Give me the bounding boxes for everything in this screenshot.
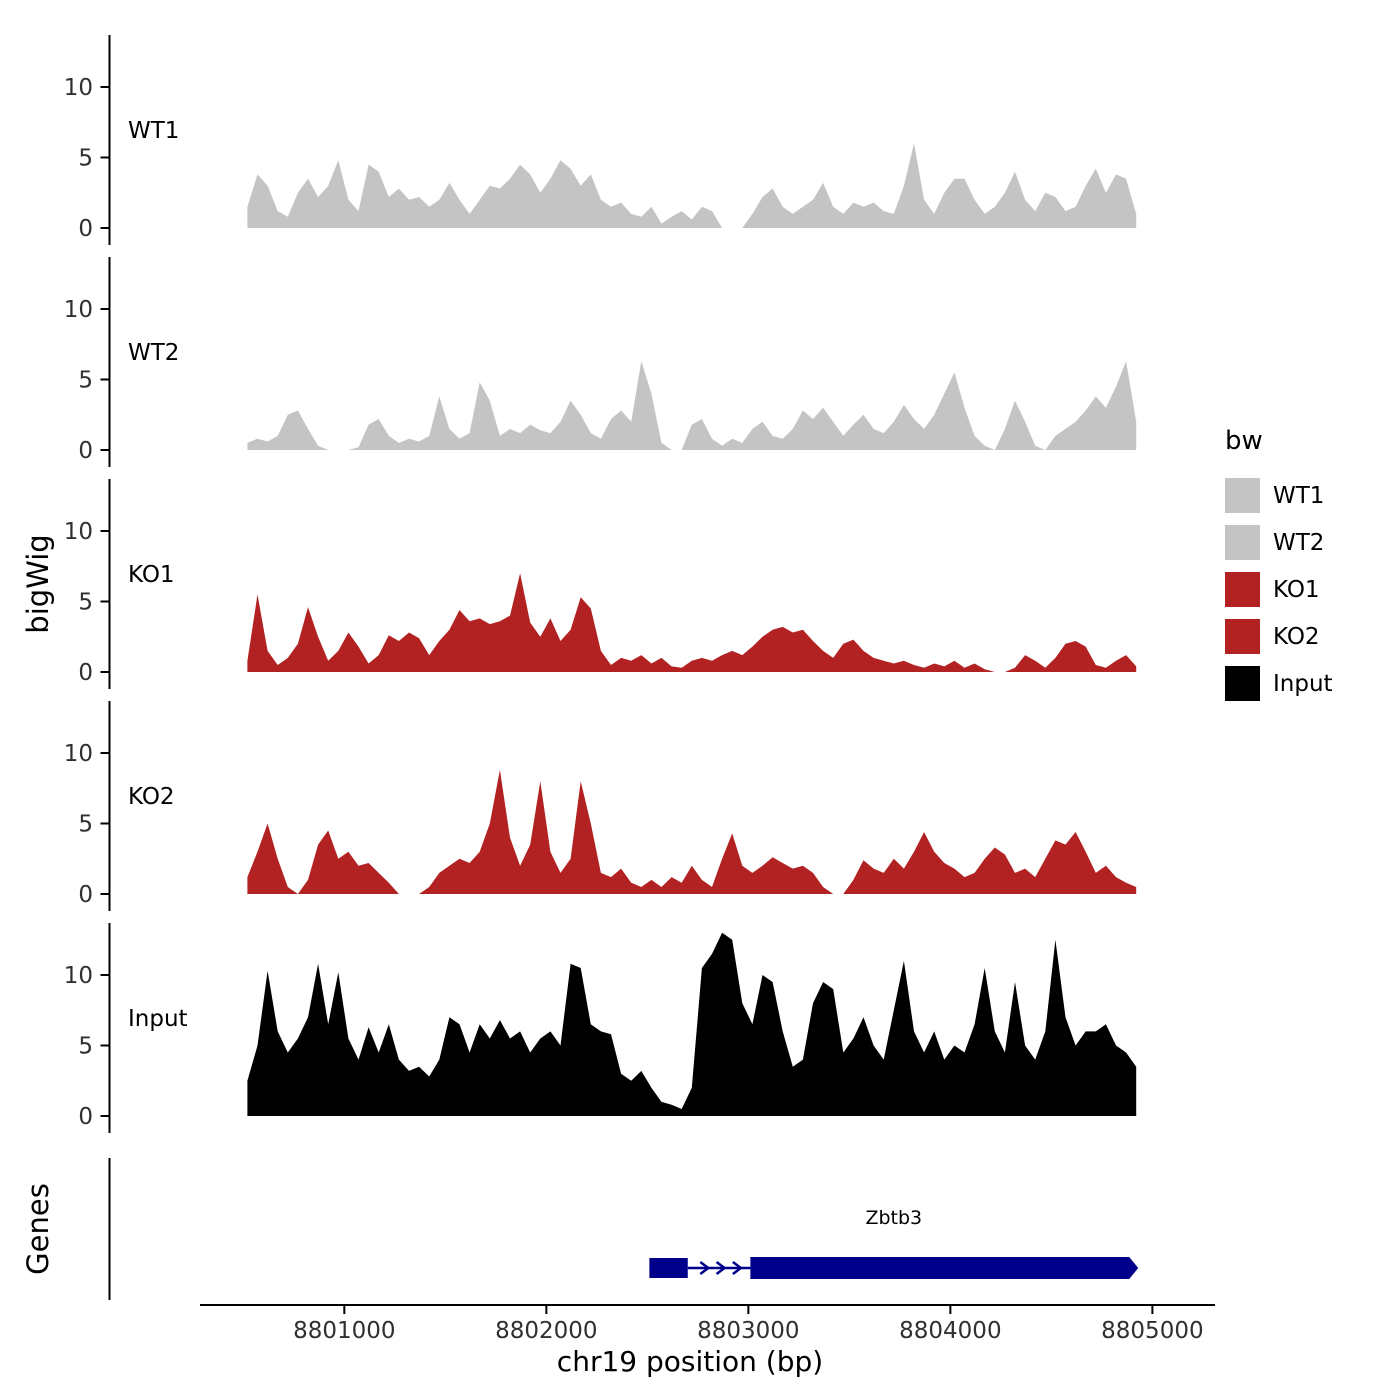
legend-entry-KO1: KO1 (1225, 566, 1395, 613)
genes-panel: Zbtb3 (108, 1158, 1139, 1300)
signal-panel-KO1: 0 5 10 KO1 (64, 479, 1137, 689)
gene-exon (649, 1258, 688, 1278)
gene-intron-line (687, 1266, 751, 1270)
y-axis-line (108, 923, 111, 1133)
y-tick-label: 10 (64, 75, 93, 101)
x-tick (1151, 1306, 1154, 1314)
legend-label: WT1 (1273, 482, 1325, 509)
track-label-WT1: WT1 (128, 118, 179, 144)
legend-entry-KO2: KO2 (1225, 613, 1395, 660)
y-tick-label: 5 (78, 146, 93, 172)
track-label-WT2: WT2 (128, 340, 179, 366)
y-tick-label: 0 (78, 216, 93, 242)
y-tick-label: 0 (78, 660, 93, 686)
y-tick-label: 10 (64, 519, 93, 545)
track-area-KO1 (247, 573, 1137, 672)
y-tick (100, 86, 109, 88)
y-tick-label: 0 (78, 1104, 93, 1130)
legend-entry-WT1: WT1 (1225, 472, 1395, 519)
gene-exon (750, 1257, 1139, 1279)
track-label-KO1: KO1 (128, 562, 175, 588)
signal-panel-WT1: 0 5 10 WT1 (64, 35, 1137, 245)
genes-axis-title: Genes (21, 1183, 55, 1275)
legend-label: KO2 (1273, 623, 1320, 650)
legend-label: Input (1273, 670, 1333, 697)
y-tick (100, 1044, 109, 1047)
x-tick-label: 8801000 (293, 1318, 395, 1344)
x-tick (343, 1306, 346, 1314)
y-tick-label: 5 (78, 590, 93, 616)
signal-panel-Input: 0 5 10 Input (64, 923, 1137, 1133)
x-axis-line (200, 1304, 1215, 1306)
track-area-WT2 (247, 361, 1137, 450)
y-tick-label: 10 (64, 297, 93, 323)
legend-swatch (1225, 525, 1260, 560)
legend-swatch (1225, 572, 1260, 607)
y-tick-label: 5 (78, 1034, 93, 1060)
track-label-KO2: KO2 (128, 784, 175, 810)
track-area-Input (247, 932, 1137, 1116)
y-tick (100, 1115, 109, 1117)
y-tick-label: 0 (78, 438, 93, 464)
legend-swatch (1225, 478, 1260, 513)
x-tick (545, 1306, 548, 1314)
y-axis-line (108, 701, 111, 911)
x-tick-label: 8805000 (1101, 1318, 1203, 1344)
x-axis-title: chr19 position (bp) (556, 1345, 824, 1378)
x-tick (949, 1306, 952, 1314)
y-tick (100, 822, 109, 825)
y-tick (100, 449, 109, 451)
track-label-Input: Input (128, 1006, 188, 1032)
y-tick-label: 10 (64, 963, 93, 989)
gene-name-label: Zbtb3 (865, 1207, 922, 1229)
legend-label: WT2 (1273, 529, 1325, 556)
legend-entries: WT1 WT2 KO1 KO2 Input (1225, 472, 1395, 707)
y-tick (100, 752, 109, 754)
legend-swatch (1225, 619, 1260, 654)
legend-entry-WT2: WT2 (1225, 519, 1395, 566)
strand-arrow (715, 1261, 727, 1275)
y-tick-label: 0 (78, 882, 93, 908)
x-tick-label: 8802000 (495, 1318, 597, 1344)
legend-label: KO1 (1273, 576, 1320, 603)
y-tick-label: 5 (78, 812, 93, 838)
legend: bw WT1 WT2 KO1 KO2 Input (1225, 426, 1395, 707)
signal-panel-WT2: 0 5 10 WT2 (64, 257, 1137, 467)
y-axis-line (108, 479, 111, 689)
y-tick (100, 530, 109, 532)
track-area-WT1 (247, 143, 1137, 228)
y-tick-label: 5 (78, 368, 93, 394)
y-tick-label: 10 (64, 741, 93, 767)
signal-panel-KO2: 0 5 10 KO2 (64, 701, 1137, 911)
strand-arrow (732, 1261, 743, 1275)
x-tick (747, 1306, 750, 1314)
y-axis-line (108, 257, 111, 467)
genes-axis-line (108, 1158, 111, 1300)
legend-swatch (1225, 666, 1260, 701)
y-tick (100, 974, 109, 976)
y-tick (100, 227, 109, 229)
x-tick-label: 8803000 (697, 1318, 799, 1344)
y-tick (100, 378, 109, 381)
y-axis-title: bigWig (21, 534, 55, 634)
y-tick (100, 308, 109, 310)
y-tick (100, 671, 109, 673)
legend-entry-Input: Input (1225, 660, 1395, 707)
track-area-KO2 (247, 769, 1137, 894)
legend-title: bw (1225, 426, 1263, 456)
y-tick (100, 893, 109, 895)
x-tick-label: 8804000 (899, 1318, 1001, 1344)
y-tick (100, 600, 109, 603)
x-axis: 8801000 8802000 8803000 8804000 8805000 (200, 1304, 1215, 1344)
strand-arrow (699, 1261, 711, 1275)
y-tick (100, 156, 109, 159)
y-axis-line (108, 35, 111, 245)
